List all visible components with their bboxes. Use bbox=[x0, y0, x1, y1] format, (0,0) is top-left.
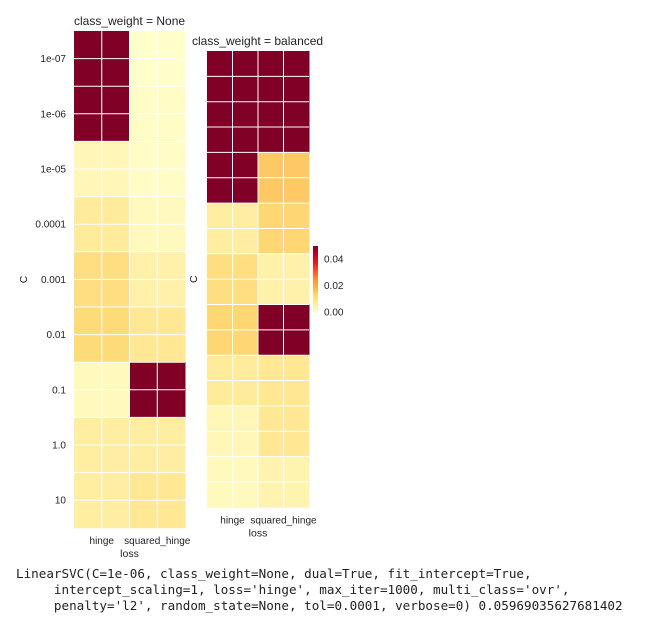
heatmap-panel-class-weight-none: class_weight = None 1e-07 1e-06 1e-05 0.0001… bbox=[18, 14, 191, 560]
y-tick-label: 1e-07 bbox=[40, 54, 66, 65]
y-tick-label: 0.001 bbox=[41, 275, 66, 286]
colorbar-tick-label: 0.02 bbox=[324, 281, 344, 292]
y-tick-label: 10 bbox=[55, 496, 67, 507]
y-tick-label: 1e-05 bbox=[40, 165, 66, 176]
x-tick-label: hinge bbox=[90, 536, 115, 547]
colorbar-tick-label: 0.00 bbox=[324, 308, 344, 319]
x-axis-label: loss bbox=[120, 548, 139, 560]
heatmap-panel-class-weight-balanced: class_weight = balanced hinge squared_hing… bbox=[188, 34, 323, 539]
heatmap-figure: class_weight = None 1e-07 1e-06 1e-05 0.0001… bbox=[18, 14, 344, 560]
colorbar: 0.00 0.02 0.04 bbox=[313, 246, 344, 319]
y-tick-label: 1.0 bbox=[52, 441, 66, 452]
grid-lines bbox=[74, 31, 185, 528]
x-tick-label: squared_hinge bbox=[124, 536, 191, 547]
grid-lines bbox=[207, 51, 309, 508]
y-axis-label: C bbox=[18, 275, 30, 283]
x-tick-label: squared_hinge bbox=[250, 515, 317, 526]
y-tick-label: 1e-06 bbox=[40, 109, 66, 120]
panel-title: class_weight = balanced bbox=[192, 34, 323, 48]
colorbar-gradient bbox=[313, 246, 318, 312]
colorbar-tick-label: 0.04 bbox=[324, 255, 344, 266]
model-summary-text: LinearSVC(C=1e-06, class_weight=None, du… bbox=[16, 566, 623, 613]
y-tick-label: 0.1 bbox=[52, 385, 66, 396]
x-tick-label: hinge bbox=[220, 515, 245, 526]
y-tick-label: 0.01 bbox=[47, 330, 67, 341]
y-tick-label: 0.0001 bbox=[35, 220, 66, 231]
panel-title: class_weight = None bbox=[74, 14, 185, 28]
y-axis-label: C bbox=[188, 275, 200, 283]
x-axis-label: loss bbox=[249, 527, 268, 539]
